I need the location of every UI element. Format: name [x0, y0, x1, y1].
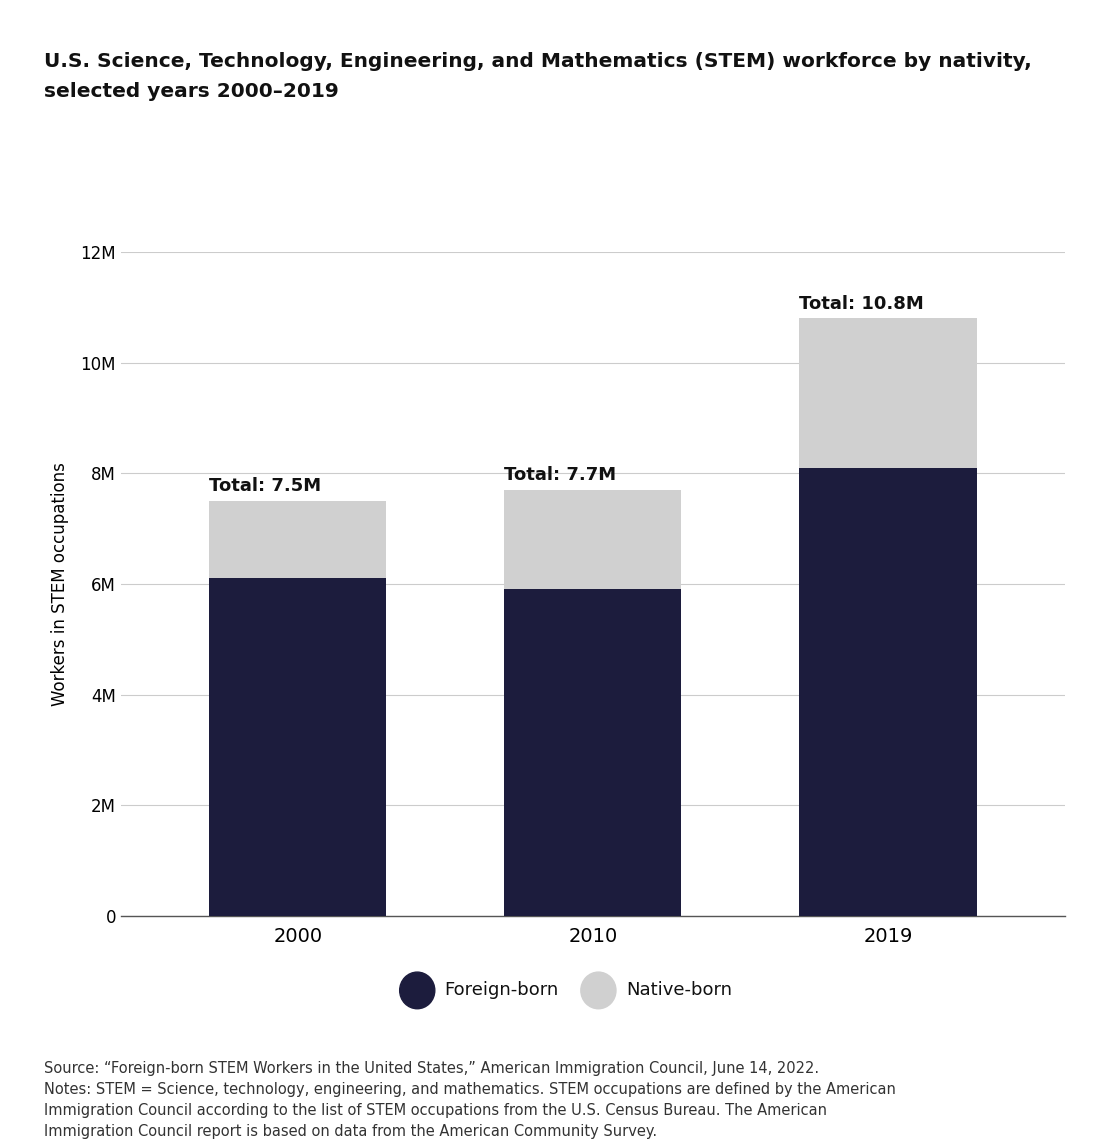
- Text: U.S. Science, Technology, Engineering, and Mathematics (STEM) workforce by nativ: U.S. Science, Technology, Engineering, a…: [44, 52, 1032, 71]
- Bar: [210, 578, 386, 916]
- Text: Total: 7.7M: Total: 7.7M: [504, 466, 616, 484]
- Bar: [504, 590, 682, 916]
- Bar: [799, 318, 976, 467]
- Text: Total: 7.5M: Total: 7.5M: [210, 477, 322, 496]
- Text: Source: “Foreign-born STEM Workers in the United States,” American Immigration C: Source: “Foreign-born STEM Workers in th…: [44, 1061, 896, 1139]
- Text: Native-born: Native-born: [626, 981, 732, 1000]
- Y-axis label: Workers in STEM occupations: Workers in STEM occupations: [52, 463, 69, 705]
- Text: Foreign-born: Foreign-born: [445, 981, 559, 1000]
- Bar: [504, 490, 682, 590]
- Text: selected years 2000–2019: selected years 2000–2019: [44, 82, 338, 102]
- Bar: [799, 467, 976, 916]
- Bar: [210, 500, 386, 578]
- Text: Total: 10.8M: Total: 10.8M: [799, 294, 925, 313]
